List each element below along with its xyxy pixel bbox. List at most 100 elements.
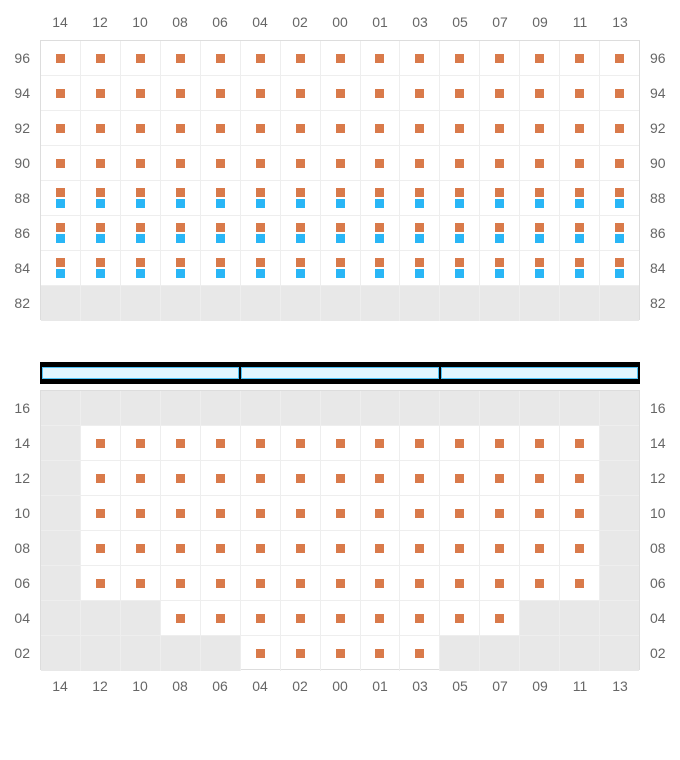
seat-cell[interactable] xyxy=(600,76,639,110)
seat-cell[interactable] xyxy=(560,531,600,565)
seat-cell[interactable] xyxy=(81,496,121,530)
seat-cell[interactable] xyxy=(440,146,480,180)
seat-cell[interactable] xyxy=(241,251,281,285)
seat-cell[interactable] xyxy=(41,391,81,425)
seat-cell[interactable] xyxy=(480,531,520,565)
seat-cell[interactable] xyxy=(201,566,241,600)
seat-cell[interactable] xyxy=(560,636,600,671)
seat-cell[interactable] xyxy=(480,286,520,321)
seat-cell[interactable] xyxy=(480,461,520,495)
seat-cell[interactable] xyxy=(560,601,600,635)
seat-cell[interactable] xyxy=(41,531,81,565)
seat-cell[interactable] xyxy=(281,531,321,565)
seat-cell[interactable] xyxy=(121,216,161,250)
seat-cell[interactable] xyxy=(81,146,121,180)
seat-cell[interactable] xyxy=(81,181,121,215)
seat-cell[interactable] xyxy=(560,181,600,215)
seat-cell[interactable] xyxy=(440,496,480,530)
seat-cell[interactable] xyxy=(400,286,440,321)
seat-cell[interactable] xyxy=(520,636,560,671)
seat-cell[interactable] xyxy=(201,461,241,495)
seat-cell[interactable] xyxy=(480,251,520,285)
seat-cell[interactable] xyxy=(600,251,639,285)
seat-cell[interactable] xyxy=(560,426,600,460)
seat-cell[interactable] xyxy=(41,601,81,635)
seat-cell[interactable] xyxy=(201,636,241,671)
seat-cell[interactable] xyxy=(121,181,161,215)
seat-cell[interactable] xyxy=(321,566,361,600)
seat-cell[interactable] xyxy=(600,111,639,145)
seat-cell[interactable] xyxy=(81,426,121,460)
seat-cell[interactable] xyxy=(241,146,281,180)
seat-cell[interactable] xyxy=(41,566,81,600)
seat-cell[interactable] xyxy=(201,426,241,460)
seat-cell[interactable] xyxy=(81,251,121,285)
seat-cell[interactable] xyxy=(241,601,281,635)
seat-cell[interactable] xyxy=(480,496,520,530)
seat-cell[interactable] xyxy=(41,76,81,110)
seat-cell[interactable] xyxy=(560,76,600,110)
seat-cell[interactable] xyxy=(281,636,321,671)
seat-cell[interactable] xyxy=(520,251,560,285)
seat-cell[interactable] xyxy=(281,41,321,75)
seat-cell[interactable] xyxy=(161,251,201,285)
seat-cell[interactable] xyxy=(321,216,361,250)
seat-cell[interactable] xyxy=(600,461,639,495)
seat-cell[interactable] xyxy=(440,461,480,495)
seat-cell[interactable] xyxy=(520,496,560,530)
seat-cell[interactable] xyxy=(440,286,480,321)
seat-cell[interactable] xyxy=(600,391,639,425)
seat-cell[interactable] xyxy=(41,636,81,671)
seat-cell[interactable] xyxy=(161,76,201,110)
seat-cell[interactable] xyxy=(600,286,639,321)
seat-cell[interactable] xyxy=(440,216,480,250)
seat-cell[interactable] xyxy=(41,286,81,321)
seat-cell[interactable] xyxy=(121,601,161,635)
seat-cell[interactable] xyxy=(520,41,560,75)
seat-cell[interactable] xyxy=(201,216,241,250)
seat-cell[interactable] xyxy=(440,601,480,635)
seat-cell[interactable] xyxy=(281,426,321,460)
seat-cell[interactable] xyxy=(241,496,281,530)
seat-cell[interactable] xyxy=(480,426,520,460)
seat-cell[interactable] xyxy=(361,41,401,75)
seat-cell[interactable] xyxy=(81,566,121,600)
seat-cell[interactable] xyxy=(121,391,161,425)
seat-cell[interactable] xyxy=(600,531,639,565)
seat-cell[interactable] xyxy=(520,426,560,460)
seat-cell[interactable] xyxy=(281,566,321,600)
seat-cell[interactable] xyxy=(361,426,401,460)
seat-cell[interactable] xyxy=(281,286,321,321)
seat-cell[interactable] xyxy=(281,601,321,635)
seat-cell[interactable] xyxy=(361,601,401,635)
seat-cell[interactable] xyxy=(81,461,121,495)
seat-cell[interactable] xyxy=(361,496,401,530)
seat-cell[interactable] xyxy=(121,531,161,565)
seat-cell[interactable] xyxy=(321,146,361,180)
seat-cell[interactable] xyxy=(480,181,520,215)
seat-cell[interactable] xyxy=(520,461,560,495)
seat-cell[interactable] xyxy=(520,216,560,250)
seat-cell[interactable] xyxy=(201,146,241,180)
seat-cell[interactable] xyxy=(321,181,361,215)
seat-cell[interactable] xyxy=(161,181,201,215)
seat-cell[interactable] xyxy=(600,41,639,75)
seat-cell[interactable] xyxy=(560,111,600,145)
seat-cell[interactable] xyxy=(361,251,401,285)
seat-cell[interactable] xyxy=(241,181,281,215)
seat-cell[interactable] xyxy=(440,566,480,600)
seat-cell[interactable] xyxy=(400,216,440,250)
seat-cell[interactable] xyxy=(321,41,361,75)
seat-cell[interactable] xyxy=(41,111,81,145)
seat-cell[interactable] xyxy=(560,146,600,180)
seat-cell[interactable] xyxy=(281,391,321,425)
seat-cell[interactable] xyxy=(361,531,401,565)
seat-cell[interactable] xyxy=(361,566,401,600)
seat-cell[interactable] xyxy=(241,531,281,565)
seat-cell[interactable] xyxy=(480,636,520,671)
seat-cell[interactable] xyxy=(440,76,480,110)
seat-cell[interactable] xyxy=(400,146,440,180)
seat-cell[interactable] xyxy=(161,111,201,145)
seat-cell[interactable] xyxy=(121,76,161,110)
seat-cell[interactable] xyxy=(400,181,440,215)
